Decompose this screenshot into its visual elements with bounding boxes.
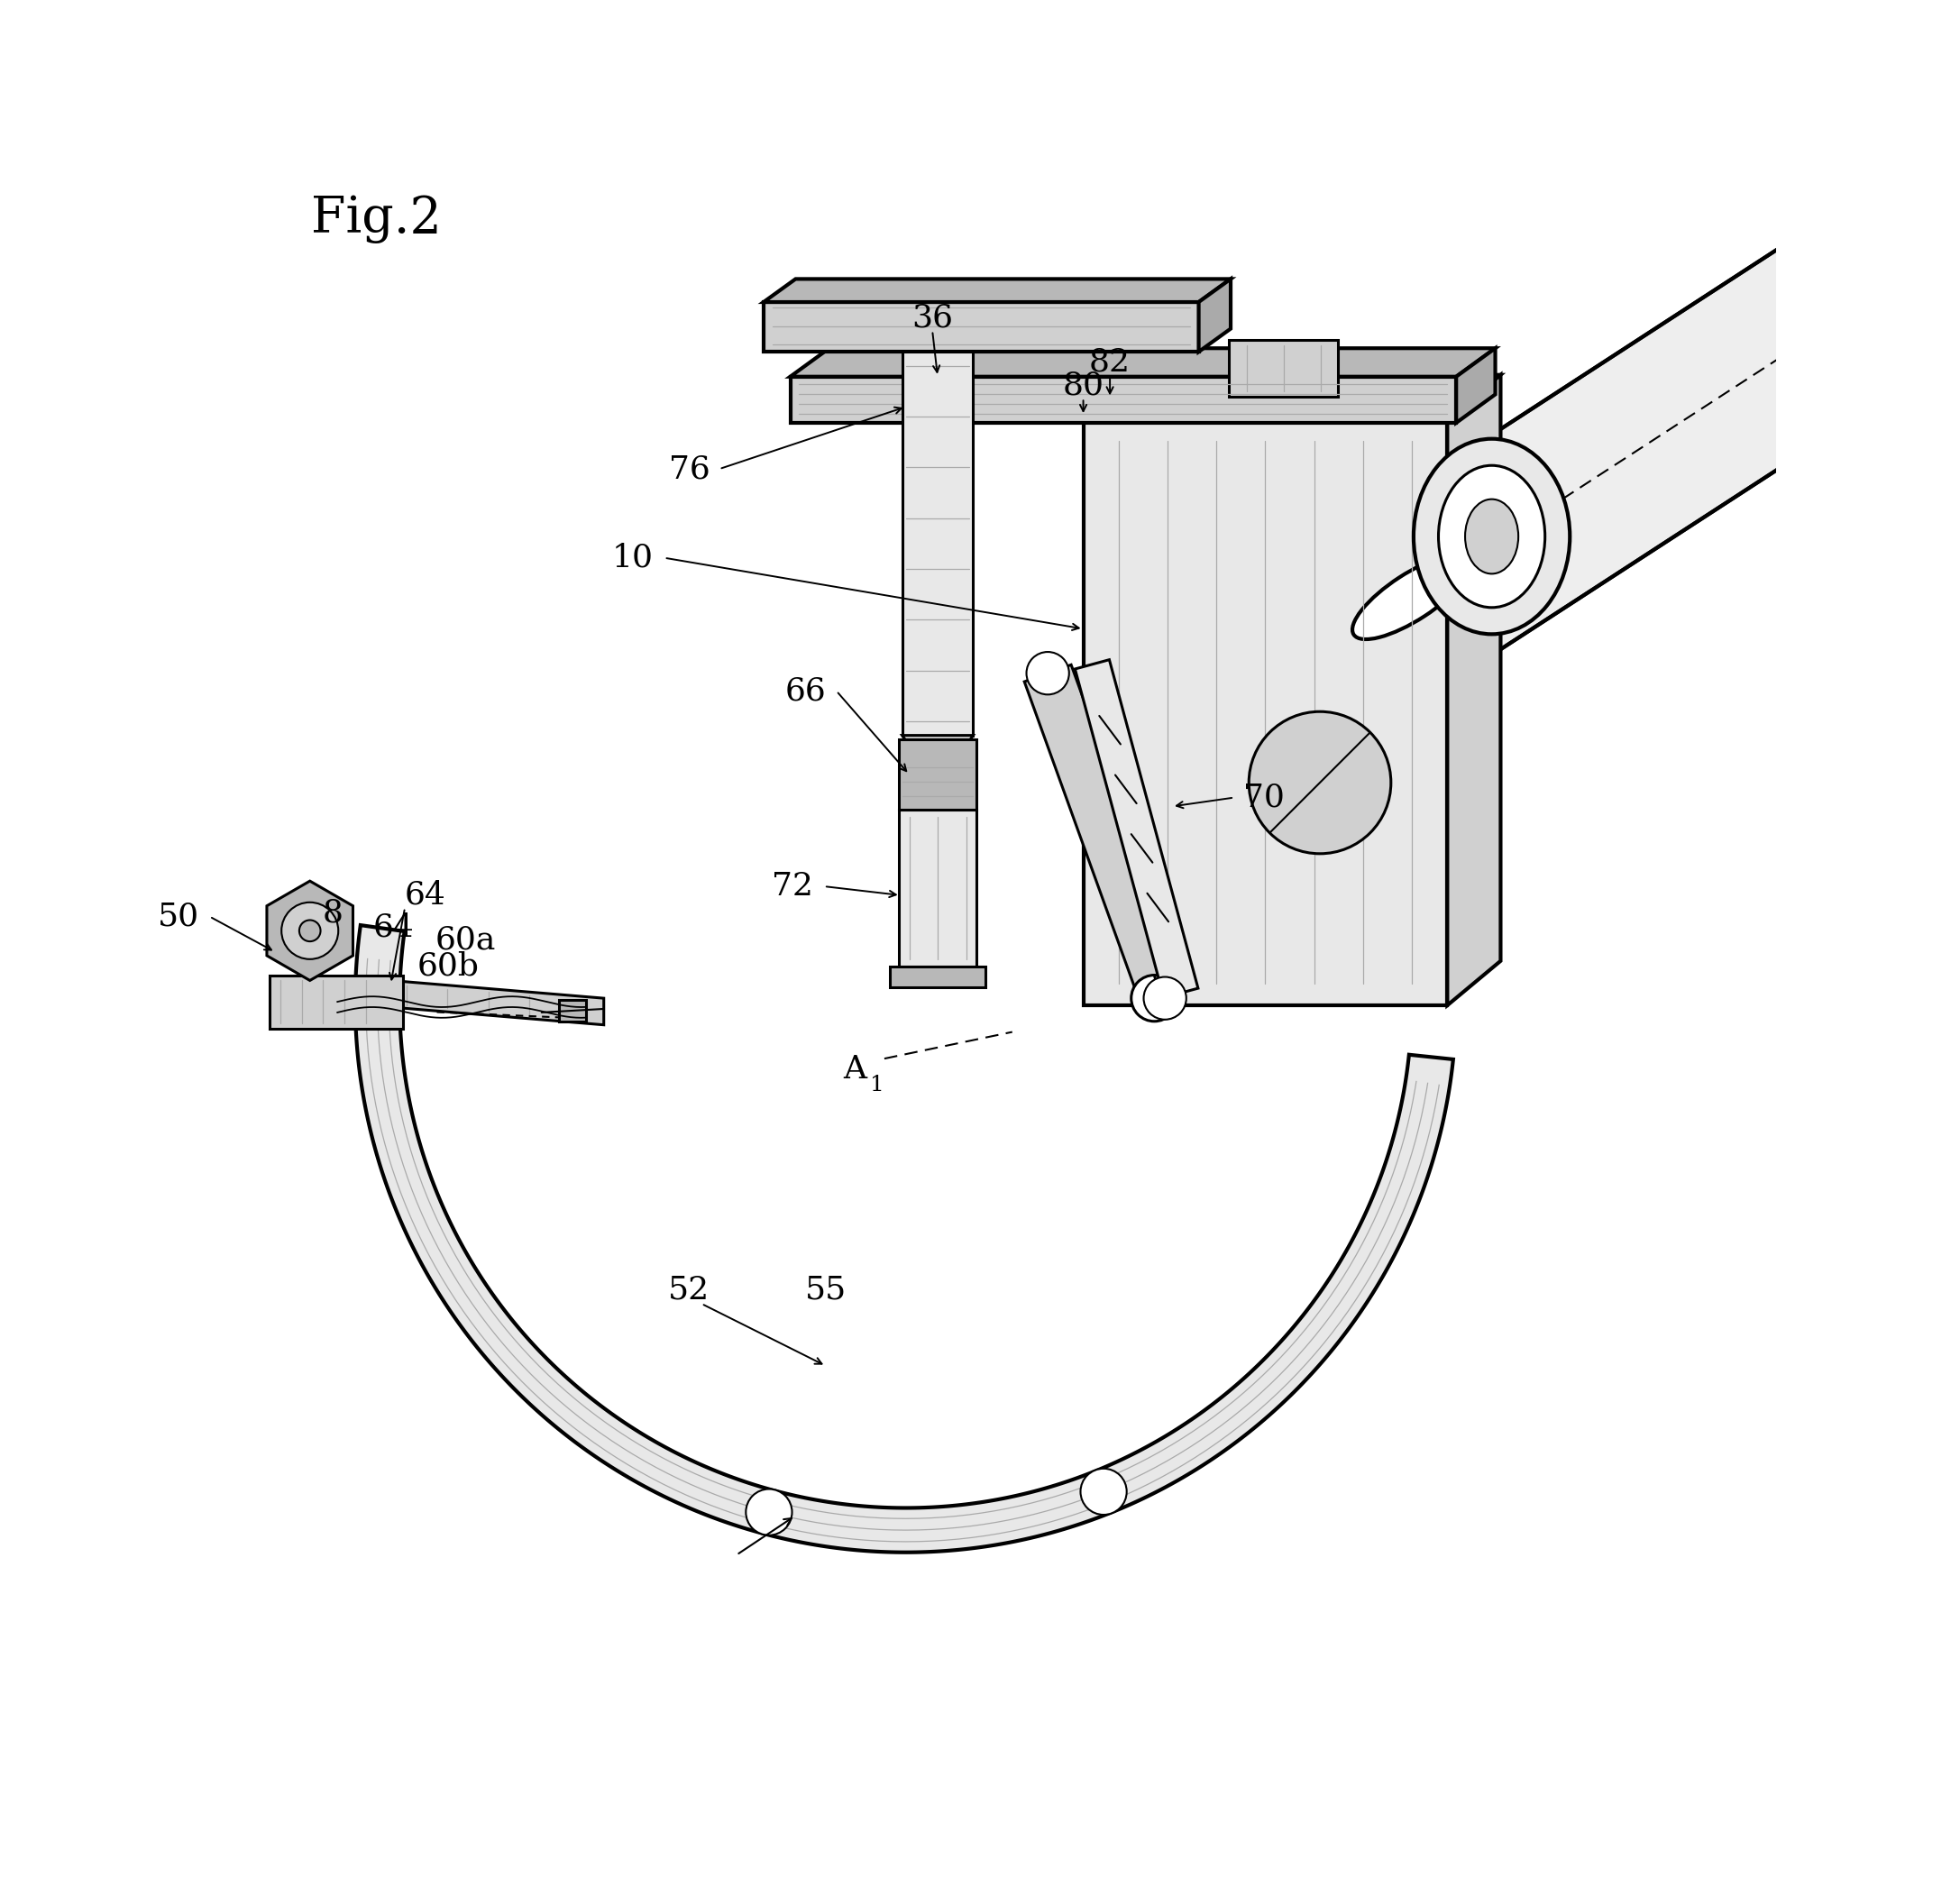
Polygon shape [349,977,604,1024]
Polygon shape [1229,340,1339,396]
Polygon shape [1074,660,1198,998]
Polygon shape [1025,664,1188,1007]
Circle shape [282,903,339,960]
Bar [898,740,976,810]
Text: 64: 64 [372,912,414,943]
Text: 10: 10 [612,543,653,573]
Text: 76: 76 [668,453,710,484]
Text: 8: 8 [321,897,343,928]
Polygon shape [270,975,404,1028]
Circle shape [300,920,321,941]
Circle shape [1027,653,1068,694]
Text: 1: 1 [870,1076,884,1096]
Text: 55: 55 [806,1275,847,1305]
Polygon shape [267,880,353,981]
Ellipse shape [1464,499,1519,573]
Text: Fig.2: Fig.2 [312,193,441,243]
Text: A: A [843,1055,866,1085]
Text: 52: 52 [668,1275,710,1305]
Polygon shape [790,378,1456,423]
Text: 64: 64 [406,880,447,911]
Circle shape [1080,1468,1127,1514]
Polygon shape [559,1000,586,1021]
Text: 80: 80 [1062,370,1103,400]
Text: 70: 70 [1243,782,1284,814]
Text: 36: 36 [911,304,953,334]
Text: 66: 66 [784,675,825,706]
Polygon shape [355,926,1452,1552]
Ellipse shape [1413,438,1570,634]
Text: 72: 72 [772,871,813,901]
Text: 50: 50 [157,901,198,931]
Polygon shape [764,302,1200,351]
Polygon shape [1446,376,1501,1005]
Bar [898,810,976,966]
Polygon shape [1084,376,1501,419]
Circle shape [1131,975,1178,1021]
Circle shape [1249,711,1392,854]
Bar [890,966,986,988]
Polygon shape [790,349,1495,378]
Polygon shape [1456,349,1495,423]
Polygon shape [764,279,1231,302]
Ellipse shape [1352,554,1472,639]
Ellipse shape [1333,541,1492,654]
Polygon shape [1200,279,1231,351]
Ellipse shape [1439,465,1544,607]
Polygon shape [1084,419,1446,1005]
Circle shape [1143,977,1186,1019]
Text: 60b: 60b [417,950,480,981]
Circle shape [747,1489,792,1535]
Polygon shape [902,736,974,785]
Text: 82: 82 [1090,347,1131,378]
Text: 60a: 60a [435,924,496,954]
Bar [902,351,974,736]
Polygon shape [1362,243,1887,673]
